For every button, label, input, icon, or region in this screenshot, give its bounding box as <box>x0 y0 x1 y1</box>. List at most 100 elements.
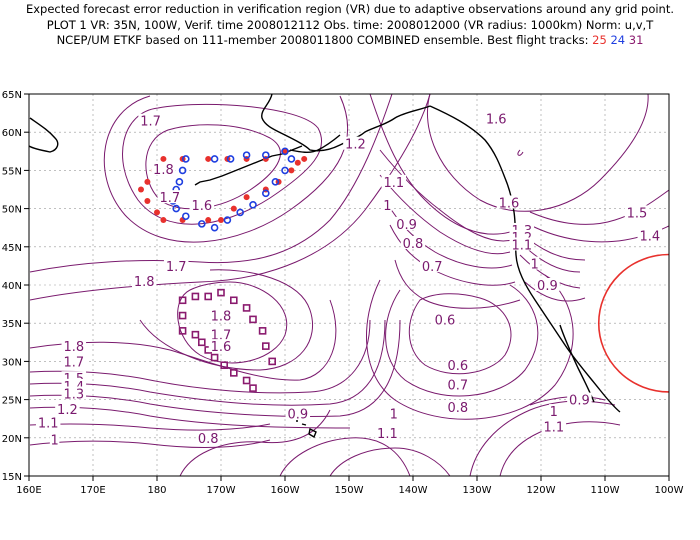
contour-label: 0.7 <box>447 378 468 393</box>
contour-label-bg <box>195 430 221 444</box>
contour-label-bg <box>61 354 87 368</box>
axis-labels: 160E 170E 180 170W 160W 150W 140W 130W 120W 110W 1… <box>2 90 684 496</box>
contour-line <box>469 400 616 476</box>
track-31-label: 31 <box>628 33 644 47</box>
track-31-point <box>230 369 238 377</box>
x-tick-label: 130W <box>463 485 492 496</box>
contour-label-bg <box>61 339 87 353</box>
contour-label-bg <box>189 197 215 211</box>
contour-label-bg <box>208 308 234 322</box>
track-31-point <box>242 304 251 312</box>
y-tick-label: 65N <box>2 90 22 101</box>
contour-label-bg <box>529 256 540 270</box>
contour-line <box>329 447 451 476</box>
track-31-point <box>178 296 187 305</box>
contour-label-bg <box>382 197 393 211</box>
contour-label: 1.6 <box>486 112 507 127</box>
contour-label: 0.9 <box>569 394 590 409</box>
x-tick-label: 120W <box>527 485 556 496</box>
contour-label: 1 <box>550 405 558 420</box>
track-24-point <box>175 178 184 186</box>
contour-label: 1.6 <box>211 340 232 355</box>
x-tick-label: 110W <box>591 485 620 496</box>
baja-california <box>559 324 595 403</box>
contour-label: 1.8 <box>134 275 155 290</box>
track-24-point <box>281 166 289 175</box>
contour-label-bg <box>400 235 426 249</box>
track-24-point <box>236 208 244 217</box>
track-24-point <box>261 151 270 159</box>
contour-label: 0.8 <box>198 432 219 447</box>
kamchatka-coast <box>29 117 59 153</box>
y-tick-label: 30N <box>2 357 22 368</box>
track-25-point <box>301 155 308 162</box>
contour-label-bg <box>432 312 458 326</box>
track-24-point <box>223 216 232 224</box>
contour-label: 1.1 <box>377 427 398 442</box>
contour-label-bg <box>208 339 234 353</box>
contour-label-bg <box>61 386 87 400</box>
contour-label-bg <box>35 415 61 429</box>
x-tick-label: 140W <box>399 485 428 496</box>
contour-label: 1.8 <box>153 163 174 178</box>
alaska-coast <box>261 94 431 152</box>
contour-label: 1.2 <box>345 138 366 153</box>
contour-label: 1.1 <box>383 176 404 191</box>
contour-line <box>179 409 331 476</box>
contour-line <box>379 149 513 242</box>
track-24-point <box>242 151 251 159</box>
contour-label: 1.6 <box>499 196 520 211</box>
track-24-point <box>182 155 190 163</box>
contour-label-bg <box>55 401 80 415</box>
track-25-point <box>205 155 212 162</box>
title-line-3-prefix: NCEP/UM ETKF based on 111-member 2008011… <box>56 33 589 47</box>
contour-line <box>29 94 393 273</box>
track-31-point <box>230 296 238 305</box>
track-25-point <box>160 217 167 224</box>
contour-line <box>529 189 669 225</box>
contour-label: 1 <box>383 199 391 214</box>
track-24-point <box>226 155 235 163</box>
contour-line <box>29 423 271 431</box>
contour-label-bg <box>445 358 471 372</box>
contour-label: 0.9 <box>396 218 417 233</box>
track-24-point <box>261 189 270 198</box>
contour-label: 1.8 <box>211 310 232 325</box>
track-31-point <box>198 338 206 347</box>
contour-label: 0.9 <box>287 407 308 422</box>
track-31-point <box>249 315 257 324</box>
track-31-point <box>249 384 257 392</box>
contour-label-bg <box>343 136 368 150</box>
contour-line <box>394 259 521 309</box>
track-24-point <box>281 147 289 156</box>
contour-label-bg <box>549 404 559 418</box>
contour-label-bg <box>535 278 560 291</box>
contour-label: 0.9 <box>537 279 558 294</box>
contour-label: 1.1 <box>38 417 59 432</box>
contour-line <box>29 299 337 381</box>
contour-line <box>29 319 386 406</box>
track-25-point <box>230 205 237 212</box>
contour-label: 1.8 <box>63 340 84 355</box>
x-tick-label: 170W <box>207 485 236 496</box>
x-tick-label: 100W <box>655 485 684 496</box>
track-25-point <box>218 217 224 224</box>
contour-label: 0.6 <box>447 359 468 374</box>
x-tick-label: 180 <box>147 485 166 496</box>
alaska-peninsula <box>289 134 341 153</box>
track-24-point <box>172 204 180 213</box>
track-24-point <box>210 223 219 232</box>
contour-label-bg <box>496 195 522 209</box>
contour-line <box>426 94 649 212</box>
contour-label-bg <box>541 419 567 433</box>
track-25-point <box>205 217 212 224</box>
flight-tracks <box>138 147 308 392</box>
contour-label: 0.8 <box>403 237 424 252</box>
contour-label-bg <box>381 174 407 188</box>
contour-line <box>29 319 371 394</box>
contour-line <box>29 439 271 448</box>
contour-line <box>279 437 411 476</box>
contour-label: 1.1 <box>511 239 532 254</box>
y-tick-label: 55N <box>2 166 22 177</box>
contour-label-bg <box>375 426 400 440</box>
